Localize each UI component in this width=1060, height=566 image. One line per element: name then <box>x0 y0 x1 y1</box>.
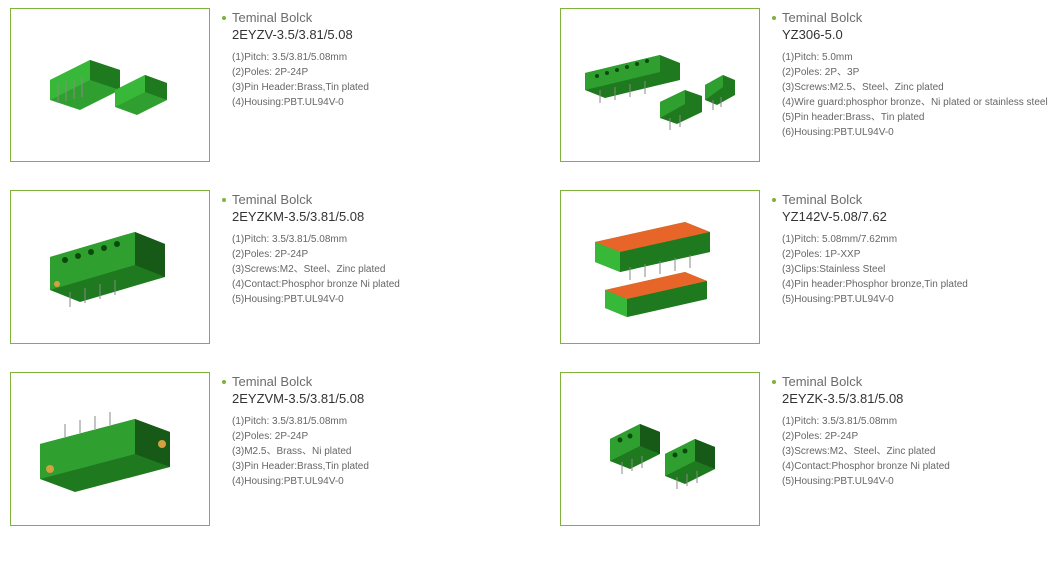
spec-line: (2)Poles: 2P-24P <box>782 429 1050 444</box>
bullet-icon <box>772 380 776 384</box>
product-thumbnail[interactable] <box>560 8 760 162</box>
product-category: Teminal Bolck <box>782 374 862 389</box>
bullet-icon <box>772 16 776 20</box>
product-category: Teminal Bolck <box>782 192 862 207</box>
product-title-row: Teminal Bolck <box>222 374 500 389</box>
spec-line: (3)Pin Header:Brass,Tin plated <box>232 459 500 474</box>
spec-line: (3)Screws:M2.5、Steel、Zinc plated <box>782 80 1050 95</box>
product-item: Teminal Bolck 2EYZVM-3.5/3.81/5.08 (1)Pi… <box>10 372 500 526</box>
product-category: Teminal Bolck <box>232 10 312 25</box>
spec-line: (2)Poles: 2P-24P <box>232 429 500 444</box>
spec-line: (4)Pin header:Phosphor bronze,Tin plated <box>782 277 1050 292</box>
product-specs: (1)Pitch: 3.5/3.81/5.08mm (2)Poles: 2P-2… <box>232 50 500 110</box>
product-thumbnail[interactable] <box>560 372 760 526</box>
spec-line: (1)Pitch: 5.0mm <box>782 50 1050 65</box>
spec-line: (1)Pitch: 3.5/3.81/5.08mm <box>232 232 500 247</box>
product-model[interactable]: 2EYZVM-3.5/3.81/5.08 <box>232 391 500 406</box>
product-details: Teminal Bolck 2EYZVM-3.5/3.81/5.08 (1)Pi… <box>222 372 500 489</box>
spec-line: (2)Poles: 2P-24P <box>232 65 500 80</box>
product-specs: (1)Pitch: 5.08mm/7.62mm (2)Poles: 1P-XXP… <box>782 232 1050 307</box>
product-specs: (1)Pitch: 3.5/3.81/5.08mm (2)Poles: 2P-2… <box>232 414 500 489</box>
product-details: Teminal Bolck 2EYZKM-3.5/3.81/5.08 (1)Pi… <box>222 190 500 307</box>
spec-line: (6)Housing:PBT.UL94V-0 <box>782 125 1050 140</box>
product-model[interactable]: 2EYZK-3.5/3.81/5.08 <box>782 391 1050 406</box>
product-title-row: Teminal Bolck <box>772 374 1050 389</box>
product-specs: (1)Pitch: 3.5/3.81/5.08mm (2)Poles: 2P-2… <box>782 414 1050 489</box>
connector-icon <box>570 384 750 514</box>
product-item: Teminal Bolck YZ306-5.0 (1)Pitch: 5.0mm … <box>560 8 1050 162</box>
spec-line: (1)Pitch: 3.5/3.81/5.08mm <box>232 414 500 429</box>
product-item: Teminal Bolck 2EYZV-3.5/3.81/5.08 (1)Pit… <box>10 8 500 162</box>
product-item: Teminal Bolck 2EYZK-3.5/3.81/5.08 (1)Pit… <box>560 372 1050 526</box>
connector-icon <box>570 20 750 150</box>
product-title-row: Teminal Bolck <box>222 192 500 207</box>
product-thumbnail[interactable] <box>10 190 210 344</box>
product-thumbnail[interactable] <box>10 8 210 162</box>
product-title-row: Teminal Bolck <box>772 10 1050 25</box>
spec-line: (4)Housing:PBT.UL94V-0 <box>232 474 500 489</box>
product-thumbnail[interactable] <box>10 372 210 526</box>
bullet-icon <box>222 198 226 202</box>
spec-line: (4)Contact:Phosphor bronze Ni plated <box>782 459 1050 474</box>
spec-line: (1)Pitch: 5.08mm/7.62mm <box>782 232 1050 247</box>
spec-line: (1)Pitch: 3.5/3.81/5.08mm <box>782 414 1050 429</box>
spec-line: (5)Housing:PBT.UL94V-0 <box>782 292 1050 307</box>
product-title-row: Teminal Bolck <box>222 10 500 25</box>
product-category: Teminal Bolck <box>232 192 312 207</box>
spec-line: (2)Poles: 2P-24P <box>232 247 500 262</box>
spec-line: (3)Pin Header:Brass,Tin plated <box>232 80 500 95</box>
product-model[interactable]: YZ142V-5.08/7.62 <box>782 209 1050 224</box>
product-details: Teminal Bolck 2EYZV-3.5/3.81/5.08 (1)Pit… <box>222 8 500 110</box>
spec-line: (3)Screws:M2、Steel、Zinc plated <box>782 444 1050 459</box>
spec-line: (2)Poles: 2P、3P <box>782 65 1050 80</box>
spec-line: (1)Pitch: 3.5/3.81/5.08mm <box>232 50 500 65</box>
spec-line: (4)Contact:Phosphor bronze Ni plated <box>232 277 500 292</box>
spec-line: (5)Housing:PBT.UL94V-0 <box>232 292 500 307</box>
product-model[interactable]: 2EYZV-3.5/3.81/5.08 <box>232 27 500 42</box>
product-grid: Teminal Bolck 2EYZV-3.5/3.81/5.08 (1)Pit… <box>10 8 1050 526</box>
spec-line: (2)Poles: 1P-XXP <box>782 247 1050 262</box>
bullet-icon <box>222 16 226 20</box>
product-specs: (1)Pitch: 5.0mm (2)Poles: 2P、3P (3)Screw… <box>782 50 1050 140</box>
spec-line: (5)Housing:PBT.UL94V-0 <box>782 474 1050 489</box>
connector-icon <box>570 202 750 332</box>
spec-line: (3)M2.5、Brass、Ni plated <box>232 444 500 459</box>
connector-icon <box>20 384 200 514</box>
spec-line: (3)Clips:Stainless Steel <box>782 262 1050 277</box>
product-item: Teminal Bolck 2EYZKM-3.5/3.81/5.08 (1)Pi… <box>10 190 500 344</box>
spec-line: (5)Pin header:Brass、Tin plated <box>782 110 1050 125</box>
product-title-row: Teminal Bolck <box>772 192 1050 207</box>
bullet-icon <box>772 198 776 202</box>
product-category: Teminal Bolck <box>782 10 862 25</box>
spec-line: (3)Screws:M2、Steel、Zinc plated <box>232 262 500 277</box>
product-category: Teminal Bolck <box>232 374 312 389</box>
product-item: Teminal Bolck YZ142V-5.08/7.62 (1)Pitch:… <box>560 190 1050 344</box>
product-specs: (1)Pitch: 3.5/3.81/5.08mm (2)Poles: 2P-2… <box>232 232 500 307</box>
product-details: Teminal Bolck YZ306-5.0 (1)Pitch: 5.0mm … <box>772 8 1050 140</box>
connector-icon <box>20 20 200 150</box>
product-thumbnail[interactable] <box>560 190 760 344</box>
product-model[interactable]: 2EYZKM-3.5/3.81/5.08 <box>232 209 500 224</box>
spec-line: (4)Wire guard:phosphor bronze、Ni plated … <box>782 95 1050 110</box>
product-details: Teminal Bolck 2EYZK-3.5/3.81/5.08 (1)Pit… <box>772 372 1050 489</box>
product-model[interactable]: YZ306-5.0 <box>782 27 1050 42</box>
product-details: Teminal Bolck YZ142V-5.08/7.62 (1)Pitch:… <box>772 190 1050 307</box>
bullet-icon <box>222 380 226 384</box>
connector-icon <box>20 202 200 332</box>
spec-line: (4)Housing:PBT.UL94V-0 <box>232 95 500 110</box>
